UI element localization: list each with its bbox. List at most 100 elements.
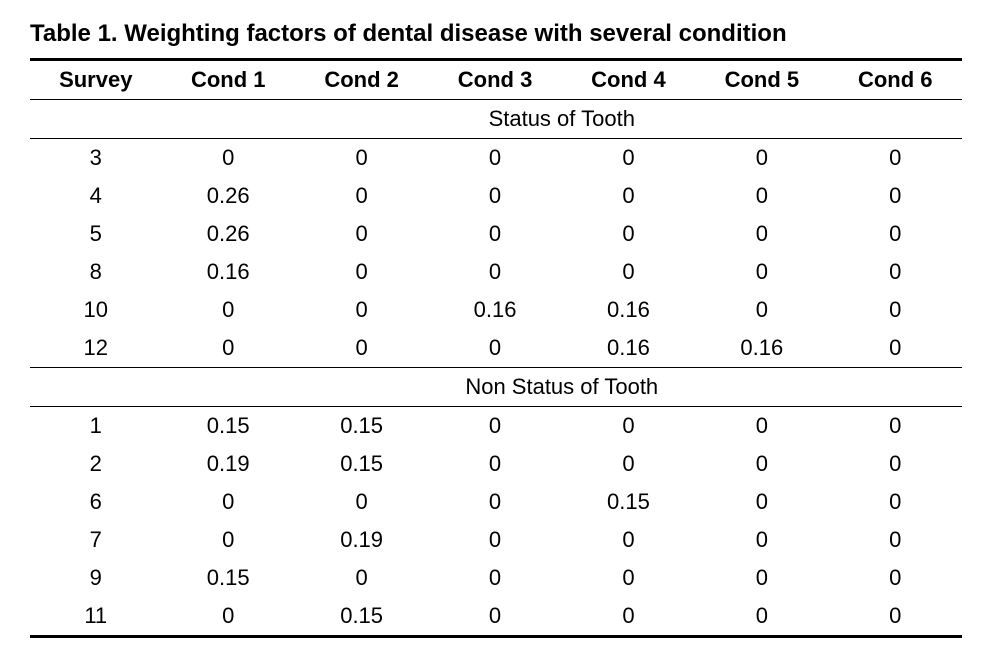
- value-cell: 0: [162, 483, 295, 521]
- col-header-2: Cond 2: [295, 60, 428, 100]
- value-cell: 0.16: [562, 291, 695, 329]
- value-cell: 0: [829, 521, 962, 559]
- table-header-row: SurveyCond 1Cond 2Cond 3Cond 4Cond 5Cond…: [30, 60, 962, 100]
- value-cell: 0: [562, 215, 695, 253]
- value-cell: 0: [829, 407, 962, 446]
- value-cell: 0: [562, 445, 695, 483]
- table-row: 1100.150000: [30, 597, 962, 637]
- value-cell: 0: [428, 407, 561, 446]
- value-cell: 0: [428, 521, 561, 559]
- value-cell: 0: [428, 253, 561, 291]
- survey-cell: 6: [30, 483, 162, 521]
- value-cell: 0: [295, 177, 428, 215]
- col-header-6: Cond 6: [829, 60, 962, 100]
- section-label-row: Status of Tooth: [30, 100, 962, 139]
- value-cell: 0: [428, 177, 561, 215]
- table-row: 50.2600000: [30, 215, 962, 253]
- survey-cell: 12: [30, 329, 162, 368]
- value-cell: 0: [295, 215, 428, 253]
- value-cell: 0: [695, 559, 828, 597]
- value-cell: 0: [695, 521, 828, 559]
- survey-cell: 8: [30, 253, 162, 291]
- col-header-3: Cond 3: [428, 60, 561, 100]
- value-cell: 0: [695, 483, 828, 521]
- value-cell: 0: [162, 139, 295, 178]
- col-header-0: Survey: [30, 60, 162, 100]
- table-row: 10000.160.1600: [30, 291, 962, 329]
- survey-cell: 7: [30, 521, 162, 559]
- value-cell: 0.26: [162, 177, 295, 215]
- survey-cell: 10: [30, 291, 162, 329]
- value-cell: 0: [295, 291, 428, 329]
- value-cell: 0: [829, 329, 962, 368]
- value-cell: 0.15: [295, 445, 428, 483]
- value-cell: 0: [695, 139, 828, 178]
- value-cell: 0: [295, 483, 428, 521]
- value-cell: 0: [829, 177, 962, 215]
- table-row: 40.2600000: [30, 177, 962, 215]
- value-cell: 0: [695, 445, 828, 483]
- weighting-table: SurveyCond 1Cond 2Cond 3Cond 4Cond 5Cond…: [30, 58, 962, 638]
- section-label-row: Non Status of Tooth: [30, 368, 962, 407]
- value-cell: 0.19: [295, 521, 428, 559]
- section-label-empty: [30, 100, 162, 139]
- value-cell: 0: [428, 445, 561, 483]
- value-cell: 0.15: [295, 597, 428, 637]
- col-header-4: Cond 4: [562, 60, 695, 100]
- value-cell: 0.16: [695, 329, 828, 368]
- value-cell: 0: [829, 597, 962, 637]
- table-row: 120000.160.160: [30, 329, 962, 368]
- survey-cell: 4: [30, 177, 162, 215]
- value-cell: 0: [295, 559, 428, 597]
- value-cell: 0: [829, 139, 962, 178]
- table-row: 700.190000: [30, 521, 962, 559]
- value-cell: 0: [562, 177, 695, 215]
- value-cell: 0: [162, 329, 295, 368]
- value-cell: 0: [428, 329, 561, 368]
- value-cell: 0.16: [162, 253, 295, 291]
- value-cell: 0.16: [428, 291, 561, 329]
- value-cell: 0: [695, 215, 828, 253]
- value-cell: 0: [428, 559, 561, 597]
- table-row: 3000000: [30, 139, 962, 178]
- col-header-5: Cond 5: [695, 60, 828, 100]
- table-row: 90.1500000: [30, 559, 962, 597]
- value-cell: 0: [162, 521, 295, 559]
- value-cell: 0: [428, 215, 561, 253]
- value-cell: 0.16: [562, 329, 695, 368]
- value-cell: 0: [829, 483, 962, 521]
- value-cell: 0.19: [162, 445, 295, 483]
- value-cell: 0: [562, 597, 695, 637]
- value-cell: 0.15: [162, 407, 295, 446]
- value-cell: 0: [162, 597, 295, 637]
- section-label: Status of Tooth: [162, 100, 962, 139]
- value-cell: 0.15: [162, 559, 295, 597]
- value-cell: 0: [295, 253, 428, 291]
- table-row: 80.1600000: [30, 253, 962, 291]
- value-cell: 0: [829, 559, 962, 597]
- value-cell: 0: [428, 139, 561, 178]
- value-cell: 0: [295, 139, 428, 178]
- table-row: 60000.1500: [30, 483, 962, 521]
- value-cell: 0.15: [562, 483, 695, 521]
- section-label-empty: [30, 368, 162, 407]
- value-cell: 0: [562, 521, 695, 559]
- value-cell: 0: [295, 329, 428, 368]
- survey-cell: 2: [30, 445, 162, 483]
- table-row: 10.150.150000: [30, 407, 962, 446]
- value-cell: 0: [428, 483, 561, 521]
- section-label: Non Status of Tooth: [162, 368, 962, 407]
- survey-cell: 1: [30, 407, 162, 446]
- value-cell: 0: [829, 445, 962, 483]
- survey-cell: 11: [30, 597, 162, 637]
- value-cell: 0.15: [295, 407, 428, 446]
- value-cell: 0: [695, 177, 828, 215]
- value-cell: 0: [829, 291, 962, 329]
- table-title: Table 1. Weighting factors of dental dis…: [30, 20, 962, 48]
- value-cell: 0: [562, 407, 695, 446]
- value-cell: 0: [695, 597, 828, 637]
- value-cell: 0: [829, 253, 962, 291]
- value-cell: 0: [829, 215, 962, 253]
- value-cell: 0: [695, 291, 828, 329]
- value-cell: 0: [695, 407, 828, 446]
